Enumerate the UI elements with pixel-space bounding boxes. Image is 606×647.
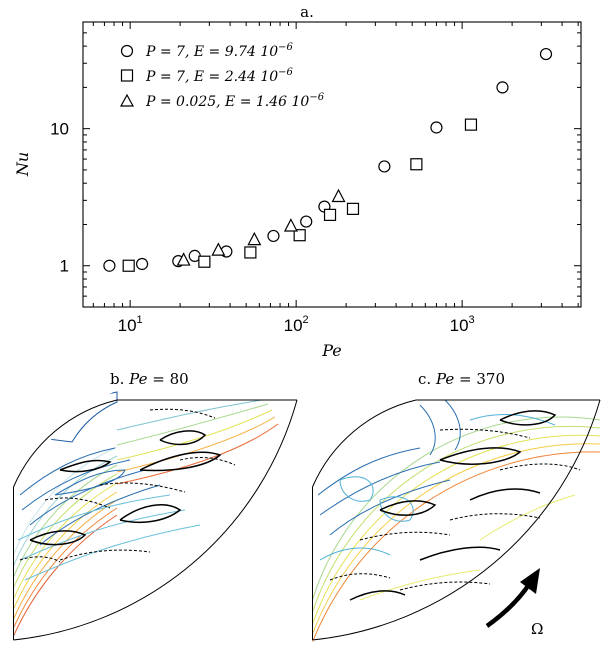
legend-marker-square xyxy=(120,69,134,82)
square-point xyxy=(198,255,211,268)
panel-b: b. Pe = 80 xyxy=(13,370,298,641)
circle-point xyxy=(496,81,509,94)
x-axis: 101 102 103 xyxy=(92,22,579,335)
y-axis: 1 10 xyxy=(50,21,581,308)
legend-entry-3: P = 0.025, E = 1.46 10−6 xyxy=(145,92,325,110)
square-point xyxy=(244,246,257,259)
circle-point xyxy=(539,47,553,61)
panel-c-inner-boundary xyxy=(312,399,417,488)
x-tick-label: 101 xyxy=(118,314,143,335)
square-point xyxy=(464,118,478,131)
circle-point xyxy=(430,121,443,134)
circle-point xyxy=(300,215,313,228)
square-point xyxy=(410,158,423,171)
panel-c-outer-boundary xyxy=(312,399,601,641)
panel-b-contours xyxy=(13,391,279,637)
panel-c: c. Pe = 370 xyxy=(312,370,601,643)
circle-point xyxy=(267,229,280,243)
panel-c-title: c. Pe = 370 xyxy=(418,370,505,388)
x-axis-title: Pe xyxy=(321,341,342,360)
circle-point xyxy=(103,259,116,272)
triangle-point xyxy=(283,218,298,232)
square-point xyxy=(323,208,337,221)
square-point xyxy=(346,202,360,215)
y-axis-title: Nu xyxy=(13,152,32,177)
legend-marker-circle xyxy=(120,44,134,58)
circle-point xyxy=(378,160,391,173)
x-tick-label: 102 xyxy=(284,314,309,335)
square-point xyxy=(293,229,306,242)
x-tick-label: 103 xyxy=(450,314,475,335)
omega-label: Ω xyxy=(531,620,543,638)
legend-entry-2: P = 7, E = 2.44 10−6 xyxy=(145,67,294,85)
y-tick-label: 1 xyxy=(60,257,69,276)
rotation-arrowhead xyxy=(520,568,540,594)
triangle-point xyxy=(176,252,191,266)
legend-marker-triangle xyxy=(119,93,135,107)
circle-point xyxy=(135,257,149,271)
panel-b-inner-boundary xyxy=(13,399,118,488)
plot-frame xyxy=(82,21,582,308)
legend: P = 7, E = 9.74 10−6 P = 7, E = 2.44 10−… xyxy=(119,42,325,110)
y-tick-label: 10 xyxy=(50,120,69,139)
legend-entry-1: P = 7, E = 9.74 10−6 xyxy=(145,42,294,60)
triangle-point xyxy=(247,231,262,246)
panel-a-label: a. xyxy=(300,3,314,21)
panel-b-title: b. Pe = 80 xyxy=(110,370,189,388)
data-points xyxy=(103,47,553,272)
panel-a: a. 101 102 103 1 10 Pe Nu P = 7, E = 9.74 1… xyxy=(13,3,582,360)
panel-b-outer-boundary xyxy=(13,399,298,641)
square-point xyxy=(122,259,135,272)
panel-c-contours xyxy=(312,399,600,643)
triangle-point xyxy=(331,188,346,203)
rotation-arrow xyxy=(485,581,532,628)
triangle-point xyxy=(211,242,226,256)
